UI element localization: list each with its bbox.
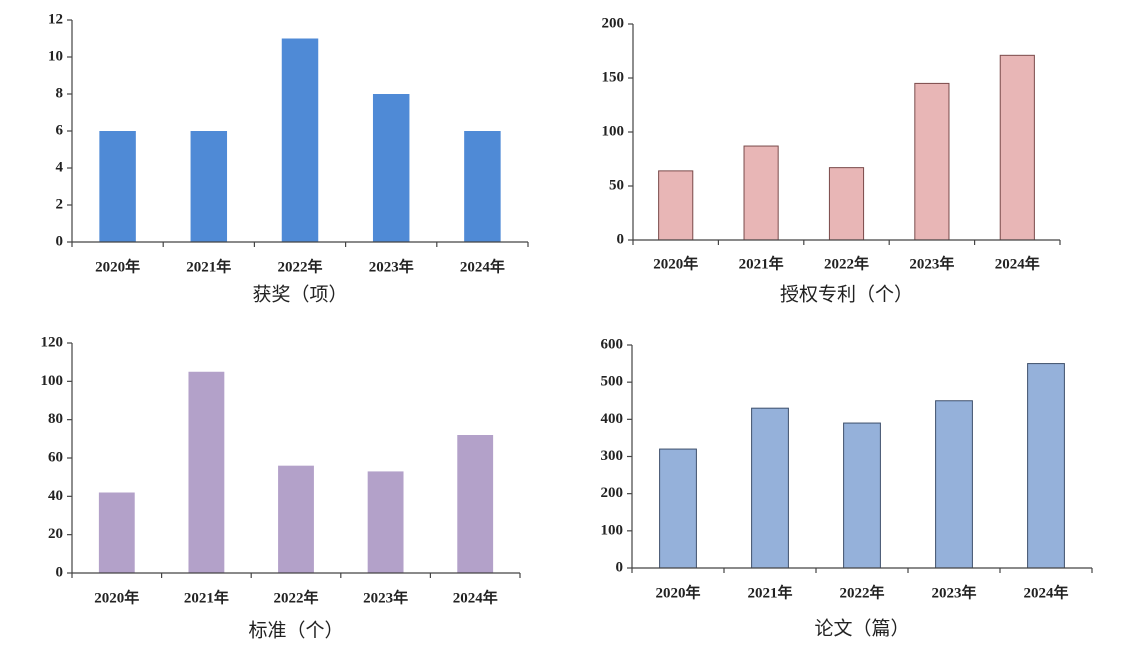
x-tick-label: 2022年	[277, 257, 322, 275]
bar	[751, 407, 789, 569]
y-tick-label: 0	[56, 564, 64, 580]
x-tick-label: 2021年	[739, 254, 784, 272]
bar	[464, 131, 501, 242]
x-axis-title: 论文（篇）	[814, 617, 909, 639]
bar	[914, 82, 950, 241]
y-tick-label: 0	[616, 559, 624, 575]
x-tick-label: 2020年	[95, 257, 140, 275]
y-tick-label: 4	[56, 159, 64, 175]
y-tick-label: 200	[601, 485, 624, 501]
bar	[1027, 363, 1065, 569]
x-tick-label: 2024年	[1023, 583, 1068, 601]
bar	[999, 54, 1035, 241]
x-tick-label: 2023年	[909, 254, 954, 272]
y-tick-label: 100	[602, 123, 625, 139]
y-tick-label: 400	[601, 411, 624, 427]
y-tick-label: 300	[601, 448, 624, 464]
y-tick-label: 500	[601, 374, 624, 390]
bar	[188, 371, 225, 573]
x-tick-label: 2024年	[453, 588, 498, 606]
bar	[935, 400, 973, 569]
bar	[372, 94, 410, 242]
y-tick-label: 0	[617, 231, 625, 247]
bar	[743, 145, 779, 241]
x-tick-label: 2022年	[839, 583, 884, 601]
bar	[658, 170, 694, 241]
x-axis-title: 授权专利（个）	[780, 283, 913, 305]
y-tick-label: 20	[48, 526, 63, 542]
x-tick-label: 2023年	[369, 257, 414, 275]
bar	[278, 465, 314, 573]
y-tick-label: 200	[602, 15, 625, 31]
y-tick-label: 80	[48, 411, 63, 427]
x-tick-label: 2021年	[186, 257, 231, 275]
bar	[190, 131, 228, 242]
x-tick-label: 2024年	[995, 254, 1040, 272]
y-tick-label: 600	[601, 336, 624, 352]
y-tick-label: 50	[609, 177, 624, 193]
y-tick-label: 8	[56, 85, 64, 101]
x-tick-label: 2023年	[363, 588, 408, 606]
bar	[281, 38, 319, 242]
x-tick-label: 2022年	[824, 254, 869, 272]
bar	[98, 492, 135, 573]
x-tick-label: 2021年	[747, 583, 792, 601]
y-tick-label: 12	[48, 11, 63, 27]
y-tick-label: 100	[601, 522, 624, 538]
x-tick-label: 2022年	[273, 588, 318, 606]
x-tick-label: 2021年	[184, 588, 229, 606]
y-tick-label: 60	[48, 449, 63, 465]
x-axis-title: 获奖（项）	[252, 283, 347, 305]
x-tick-label: 2023年	[931, 583, 976, 601]
x-tick-label: 2024年	[460, 257, 505, 275]
bar	[828, 167, 865, 241]
y-tick-label: 100	[41, 373, 64, 389]
bar	[367, 471, 404, 573]
bar	[457, 435, 494, 573]
y-tick-label: 6	[56, 122, 64, 138]
bar	[99, 131, 136, 242]
x-tick-label: 2020年	[94, 588, 139, 606]
x-axis-title: 标准（个）	[248, 619, 343, 641]
y-tick-label: 40	[48, 488, 63, 504]
x-tick-label: 2020年	[653, 254, 698, 272]
y-tick-label: 10	[48, 48, 63, 64]
bar	[659, 448, 697, 569]
bar	[843, 422, 881, 569]
x-tick-label: 2020年	[655, 583, 700, 601]
y-tick-label: 150	[602, 69, 625, 85]
y-tick-label: 0	[56, 233, 64, 249]
y-tick-label: 2	[56, 196, 64, 212]
y-tick-label: 120	[41, 334, 64, 350]
